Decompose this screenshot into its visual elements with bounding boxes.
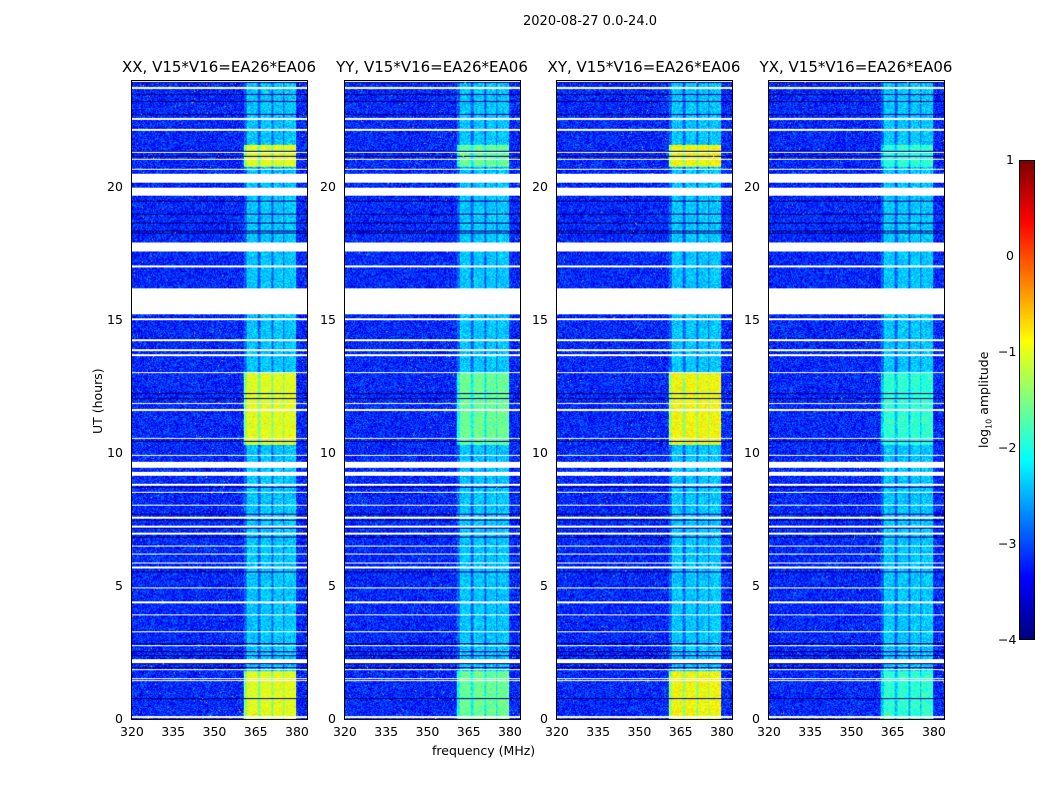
- y-tick-label: 15: [320, 311, 336, 327]
- panel-title: XY, V15*V16=EA26*EA06: [547, 58, 741, 76]
- x-tick-label: 380: [922, 724, 946, 739]
- y-tick-label: 15: [107, 311, 123, 327]
- x-tick-label: 320: [545, 724, 569, 739]
- x-tick-label: 350: [202, 724, 227, 739]
- colorbar-label: log10 amplitude: [976, 351, 994, 448]
- colorbar: [1019, 160, 1035, 640]
- x-tick-label: 365: [243, 724, 268, 739]
- panel-title: YX, V15*V16=EA26*EA06: [759, 58, 953, 76]
- y-tick-label: 5: [115, 577, 123, 593]
- x-tick-label: 380: [498, 724, 522, 739]
- colorbar-tick-label: −4: [998, 632, 1017, 647]
- heatmap-panel-2: [556, 80, 733, 720]
- y-tick-label: 10: [532, 444, 548, 460]
- x-tick-label: 380: [710, 724, 734, 739]
- x-axis-label: frequency (MHz): [432, 743, 536, 758]
- x-tick-label: 365: [668, 724, 693, 739]
- x-tick-label: 365: [880, 724, 905, 739]
- y-tick-label: 10: [320, 444, 336, 460]
- heatmap-panel-3: [768, 80, 945, 720]
- y-tick-label: 0: [540, 711, 548, 726]
- figure-title: 2020-08-27 0.0-24.0: [523, 14, 657, 29]
- colorbar-tick-label: 1: [1006, 152, 1014, 167]
- y-axis-label: UT (hours): [90, 368, 105, 434]
- y-tick-label: 20: [532, 178, 548, 194]
- x-tick-label: 350: [415, 724, 440, 739]
- y-tick-label: 15: [532, 311, 548, 327]
- x-tick-label: 335: [161, 724, 186, 739]
- y-tick-label: 0: [752, 711, 760, 726]
- panel-title: YY, V15*V16=EA26*EA06: [336, 58, 528, 76]
- heatmap-panel-1: [344, 80, 521, 720]
- y-tick-label: 0: [328, 711, 336, 726]
- y-tick-label: 20: [744, 178, 760, 194]
- y-tick-label: 5: [328, 577, 336, 593]
- x-tick-label: 320: [120, 724, 144, 739]
- x-tick-label: 335: [798, 724, 823, 739]
- x-tick-label: 320: [333, 724, 357, 739]
- colorbar-tick-label: −3: [998, 536, 1017, 551]
- x-tick-label: 320: [757, 724, 781, 739]
- y-tick-label: 5: [752, 577, 760, 593]
- colorbar-tick-label: −2: [998, 440, 1017, 455]
- colorbar-tick-label: −1: [998, 344, 1017, 359]
- y-tick-label: 10: [107, 444, 123, 460]
- x-tick-label: 335: [374, 724, 399, 739]
- x-tick-label: 350: [839, 724, 864, 739]
- y-tick-label: 15: [744, 311, 760, 327]
- heatmap-panel-0: [131, 80, 308, 720]
- y-tick-label: 20: [107, 178, 123, 194]
- y-tick-label: 5: [540, 577, 548, 593]
- y-tick-label: 10: [744, 444, 760, 460]
- y-tick-label: 20: [320, 178, 336, 194]
- x-tick-label: 335: [586, 724, 611, 739]
- x-tick-label: 380: [285, 724, 309, 739]
- colorbar-tick-label: 0: [1006, 248, 1014, 263]
- x-tick-label: 350: [627, 724, 652, 739]
- x-tick-label: 365: [456, 724, 481, 739]
- panel-title: XX, V15*V16=EA26*EA06: [121, 58, 316, 76]
- y-tick-label: 0: [115, 711, 123, 726]
